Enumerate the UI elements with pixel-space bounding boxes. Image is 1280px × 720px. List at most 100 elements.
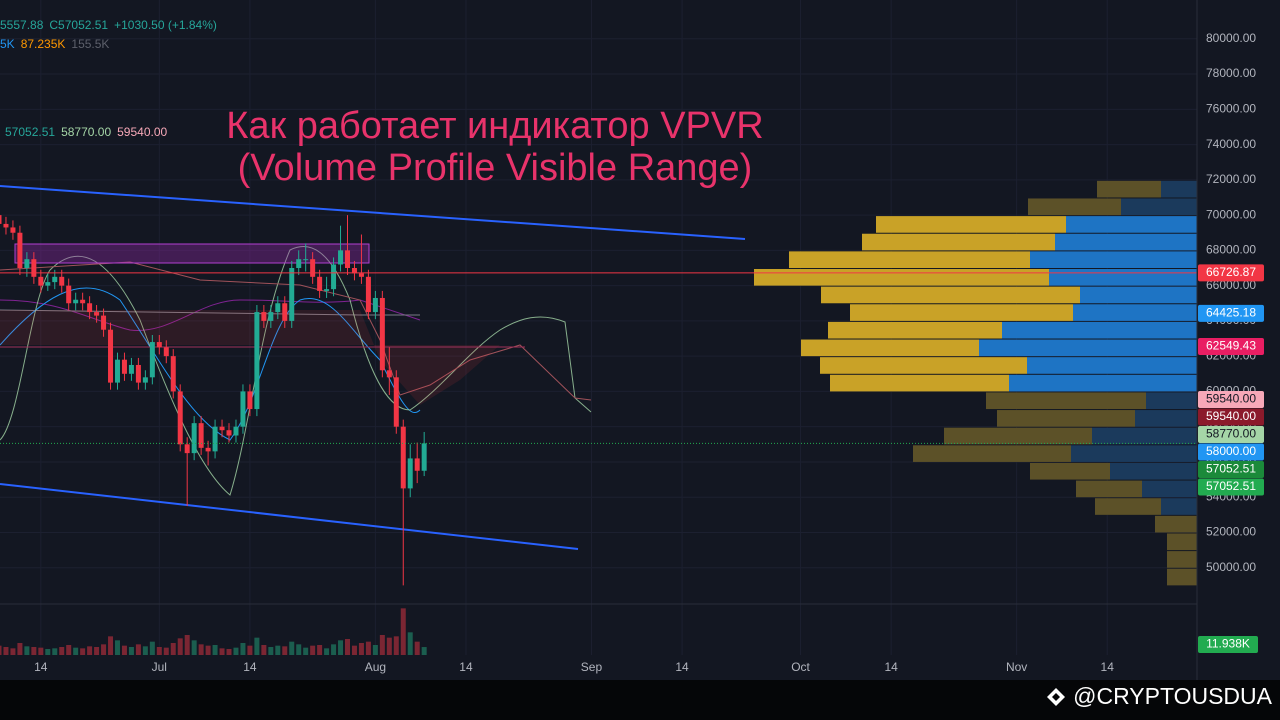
- volume-bar: [414, 641, 420, 655]
- chart-subtitle: (Volume Profile Visible Range): [238, 147, 753, 189]
- candle-body: [38, 276, 44, 286]
- candle-body: [407, 458, 413, 489]
- volume-bar: [275, 645, 281, 655]
- volume-bar: [101, 644, 107, 655]
- volume-bar: [345, 639, 350, 655]
- candle-body: [66, 285, 72, 304]
- profile-bar: [979, 339, 1197, 357]
- profile-bar: [1167, 533, 1197, 551]
- legend-value: 155.5K: [71, 37, 109, 51]
- price-label-box: [1198, 478, 1264, 496]
- volume-bar: [393, 636, 399, 655]
- volume-bar: [240, 643, 246, 655]
- profile-bar: [754, 269, 1049, 286]
- candle-body: [358, 273, 364, 277]
- candle-body: [400, 426, 406, 489]
- candle-body: [101, 315, 107, 330]
- profile-bar: [944, 427, 1092, 445]
- candle-body: [149, 342, 155, 378]
- volume-bar: [372, 645, 378, 655]
- price-label-box: [1198, 426, 1264, 444]
- footer: [0, 680, 1280, 720]
- profile-bar: [1009, 374, 1197, 392]
- y-tick-label: 78000.00: [1206, 66, 1256, 80]
- candle-body: [3, 223, 9, 228]
- candles: [0, 215, 1197, 655]
- profile-bar: [789, 251, 1030, 268]
- profile-bar: [1080, 286, 1197, 304]
- ma-line: [0, 309, 420, 316]
- x-tick-label: 14: [884, 660, 898, 674]
- legend-value: 59540.00: [117, 125, 167, 139]
- price-label-box: [1198, 304, 1264, 322]
- price-label: 58770.00: [1206, 427, 1256, 441]
- volume-bar: [94, 647, 100, 655]
- candle-body: [345, 250, 350, 268]
- volume-bar: [365, 641, 371, 655]
- volume-bar: [0, 645, 2, 655]
- profile-bar: [828, 321, 1002, 339]
- y-tick-label: 74000.00: [1206, 137, 1256, 151]
- y-tick-label: 68000.00: [1206, 243, 1256, 257]
- profile-bar: [1146, 392, 1197, 410]
- candle-body: [31, 259, 37, 277]
- candle-body: [365, 276, 371, 313]
- volume-bar: [386, 637, 392, 655]
- candle-body: [135, 364, 141, 383]
- volume-bar: [282, 646, 288, 655]
- volume-bar: [149, 641, 155, 655]
- candle-body: [205, 447, 211, 452]
- candle-body: [386, 370, 392, 378]
- volume-bar: [379, 635, 385, 655]
- profile-bar: [1049, 269, 1197, 286]
- volume-bar: [163, 647, 169, 655]
- candle-body: [163, 347, 169, 357]
- candle-body: [184, 444, 190, 454]
- candle-body: [240, 391, 246, 427]
- candle-body: [87, 303, 93, 313]
- legend-value: 87.235K: [21, 37, 66, 51]
- volume-bar: [170, 643, 176, 655]
- watermark: @CRYPTOUSDUA: [1073, 683, 1273, 709]
- candle-body: [275, 303, 281, 313]
- indicators: [0, 185, 746, 550]
- x-tick-label: 14: [243, 660, 257, 674]
- volume-bar: [17, 643, 23, 655]
- profile-bar: [1167, 551, 1197, 568]
- candle-body: [233, 426, 239, 436]
- y-tick-label: 52000.00: [1206, 525, 1256, 539]
- volume-bar: [135, 644, 141, 655]
- volume-bar: [296, 644, 302, 655]
- profile-bar: [997, 410, 1135, 427]
- candle-body: [73, 299, 79, 304]
- price-label: 66726.87: [1206, 265, 1256, 279]
- candle-body: [414, 458, 420, 471]
- profile-bar: [1161, 498, 1197, 515]
- profile-bar: [1097, 180, 1161, 198]
- profile-bar: [876, 216, 1066, 233]
- x-tick-label: Sep: [581, 660, 603, 674]
- volume-bar: [142, 646, 148, 655]
- volume-bar: [87, 646, 93, 655]
- y-tick-label: 80000.00: [1206, 31, 1256, 45]
- volume-bar: [156, 647, 162, 655]
- volume-bar: [191, 640, 197, 655]
- price-label: 62549.43: [1206, 339, 1256, 353]
- volume-profile: [754, 180, 1197, 586]
- candle-body: [338, 250, 344, 265]
- candle-body: [393, 377, 399, 427]
- candle-body: [142, 377, 148, 383]
- volume-bar: [121, 645, 127, 655]
- price-label-box: [1198, 264, 1264, 282]
- candle-body: [121, 359, 127, 374]
- volume-bar: [331, 644, 337, 655]
- y-tick-label: 70000.00: [1206, 207, 1256, 221]
- price-label: 59540.00: [1206, 409, 1256, 423]
- candle-body: [177, 391, 183, 445]
- candle-body: [219, 426, 225, 431]
- candle-body: [10, 227, 16, 233]
- volume-bar: [205, 645, 211, 655]
- volume-bar: [338, 640, 344, 655]
- profile-bar: [821, 286, 1080, 304]
- volume-bar: [317, 645, 323, 655]
